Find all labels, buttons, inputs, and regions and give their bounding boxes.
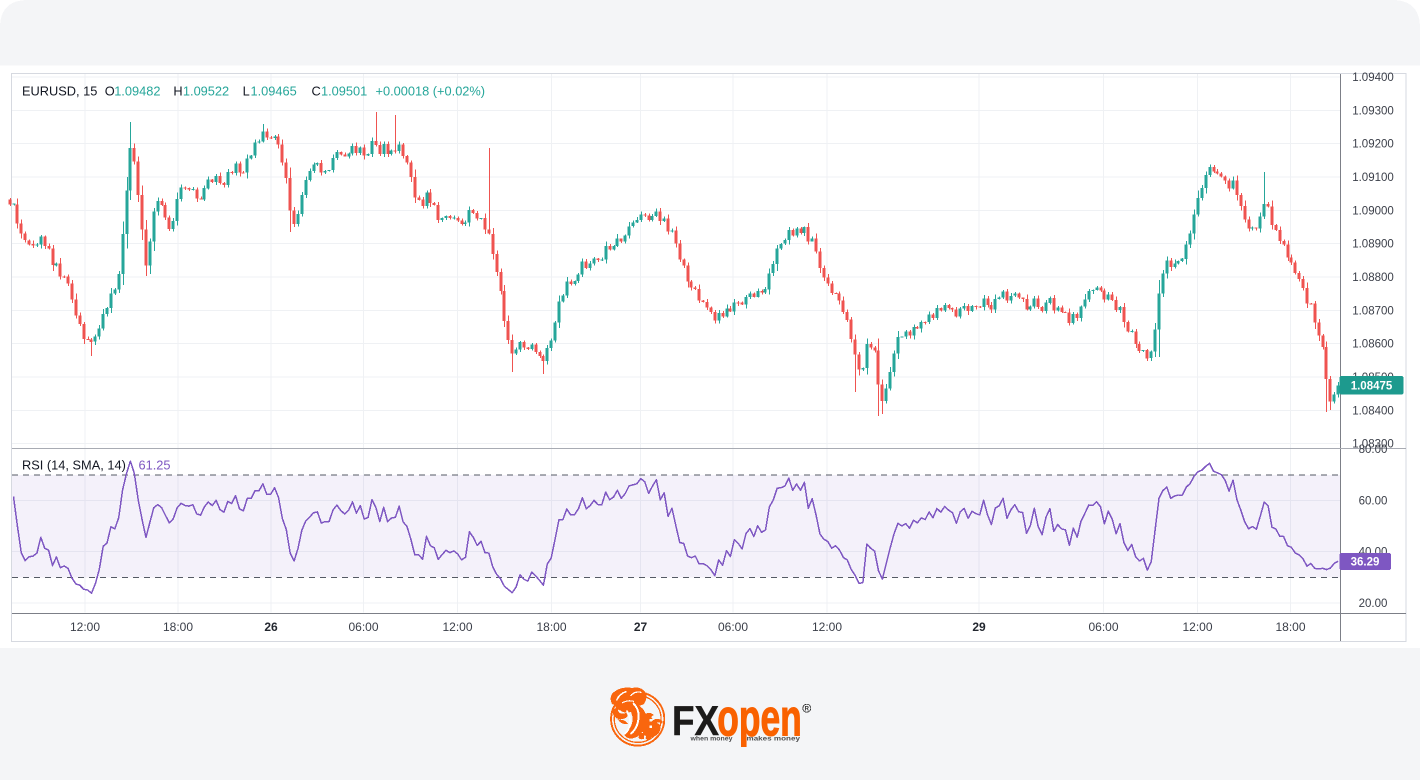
svg-text:makes money: makes money: [747, 736, 801, 743]
svg-text:18:00: 18:00: [536, 620, 566, 634]
svg-text:1.08800: 1.08800: [1352, 272, 1394, 284]
svg-text:12:00: 12:00: [70, 620, 100, 634]
svg-text:12:00: 12:00: [812, 620, 842, 634]
svg-text:RSI (14, SMA, 14)61.25: RSI (14, SMA, 14) 61.25: [22, 458, 171, 473]
svg-text:12:00: 12:00: [1182, 620, 1212, 634]
svg-text:06:00: 06:00: [1088, 620, 1118, 634]
svg-text:20.00: 20.00: [1359, 598, 1388, 610]
svg-text:26: 26: [264, 620, 278, 634]
svg-text:36.29: 36.29: [1351, 557, 1380, 569]
svg-text:1.08400: 1.08400: [1352, 405, 1394, 417]
svg-text:1.08300: 1.08300: [1352, 439, 1394, 451]
svg-text:18:00: 18:00: [1275, 620, 1305, 634]
svg-text:12:00: 12:00: [442, 620, 472, 634]
svg-text:27: 27: [634, 620, 648, 634]
svg-text:FX: FX: [672, 697, 719, 744]
svg-text:1.09000: 1.09000: [1352, 205, 1394, 217]
svg-text:06:00: 06:00: [348, 620, 378, 634]
svg-text:60.00: 60.00: [1359, 495, 1388, 507]
svg-text:06:00: 06:00: [718, 620, 748, 634]
svg-text:1.08900: 1.08900: [1352, 239, 1394, 251]
svg-text:18:00: 18:00: [163, 620, 193, 634]
svg-text:R: R: [805, 707, 810, 713]
svg-text:1.08475: 1.08475: [1351, 381, 1393, 393]
svg-text:80.00: 80.00: [1359, 444, 1388, 456]
svg-text:1.09400: 1.09400: [1352, 72, 1394, 84]
svg-text:1.08600: 1.08600: [1352, 339, 1394, 351]
svg-text:open: open: [717, 689, 802, 747]
svg-text:when money: when money: [689, 736, 733, 743]
svg-text:1.09300: 1.09300: [1352, 105, 1394, 117]
svg-text:29: 29: [972, 620, 986, 634]
svg-text:1.08700: 1.08700: [1352, 305, 1394, 317]
svg-text:1.09100: 1.09100: [1352, 172, 1394, 184]
svg-text:1.09200: 1.09200: [1352, 139, 1394, 151]
